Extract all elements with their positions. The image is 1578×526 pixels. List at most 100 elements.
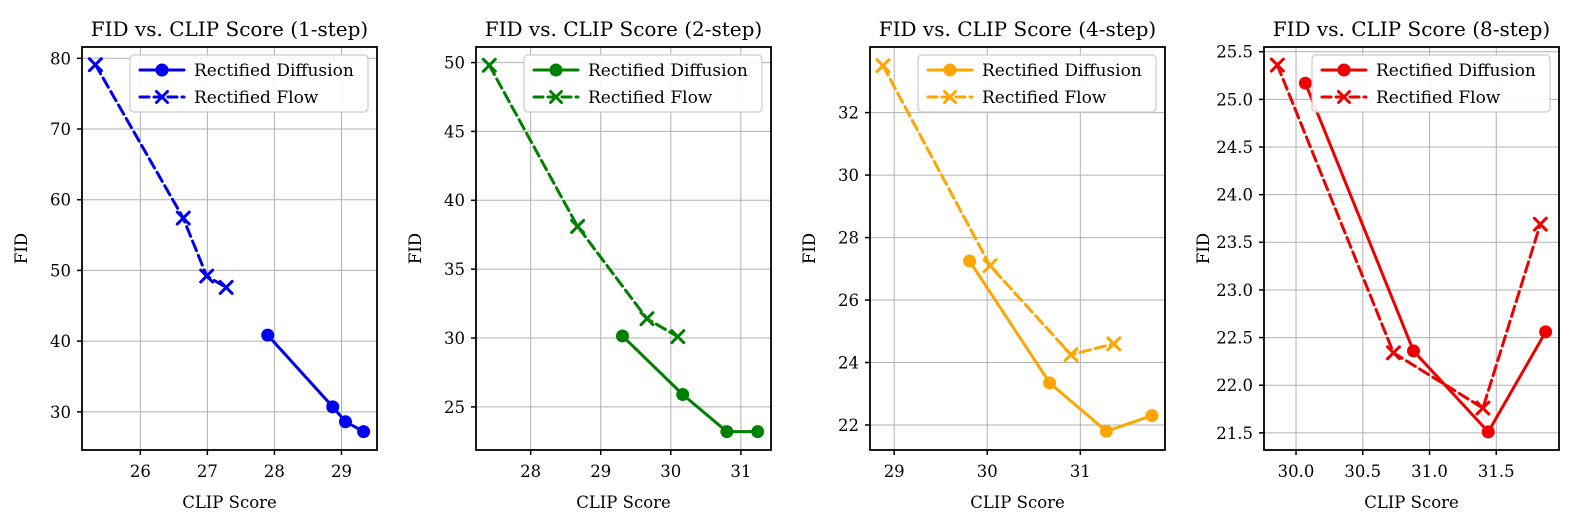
x-marker-stroke: [1063, 347, 1079, 363]
x-tick-label: 29: [590, 462, 611, 481]
data-point-marker-circle: [1407, 344, 1421, 358]
series-rectified-diffusion: [1298, 76, 1553, 439]
x-marker-stroke: [175, 210, 191, 226]
x-tick-label: 28: [264, 462, 285, 481]
x-marker-stroke: [982, 258, 998, 274]
data-point-marker-x: [1106, 336, 1122, 352]
y-tick-label: 23.5: [1216, 233, 1253, 252]
x-tick-label: 28: [520, 462, 541, 481]
x-axis-label: CLIP Score: [576, 493, 671, 512]
y-tick-label: 24.0: [1216, 186, 1253, 205]
data-point-marker-x: [218, 279, 234, 295]
legend-swatch-marker-circle: [1337, 63, 1351, 77]
plot-spines: [1263, 46, 1560, 451]
legend-swatch-marker-x: [155, 90, 169, 104]
x-marker-stroke: [199, 268, 215, 284]
y-tick-label: 50: [444, 54, 465, 73]
x-marker-stroke: [1475, 400, 1491, 416]
data-point-marker-x: [875, 58, 891, 74]
chart-title: FID vs. CLIP Score (8-step): [1273, 17, 1550, 41]
x-tick-label: 31: [1070, 462, 1091, 481]
x-tick-label: 30.5: [1344, 462, 1381, 481]
y-tick-label: 23.0: [1216, 281, 1253, 300]
ticks: 26 27 28 29 30 40 50 60 70 80: [50, 49, 352, 481]
data-point-marker-x: [639, 311, 655, 327]
y-tick-label: 30: [444, 329, 465, 348]
y-tick-label: 30: [838, 166, 859, 185]
series-line-rectified-diffusion: [266, 333, 366, 434]
chart-fid-clip-4-step: 29 30 31 22 24 26 28 30 32 FID vs. CLIP Score (4-…: [800, 17, 1166, 512]
legend-swatch-marker-circle: [549, 63, 563, 77]
series-line-rectified-flow: [1275, 63, 1542, 411]
chart-fid-clip-2-step: 28 29 30 31 25 30 35 40 45 50 FID vs. CLIP Score (…: [406, 17, 772, 512]
series-rectified-diffusion: [615, 329, 765, 439]
y-tick-label: 40: [444, 191, 465, 210]
series-rectified-flow: [875, 58, 1122, 363]
data-point-marker-circle: [1145, 409, 1159, 423]
legend-box: [129, 54, 369, 113]
y-axis-label: FID: [1194, 233, 1213, 264]
y-tick-label: 45: [444, 122, 465, 141]
legend: Rectified Diffusion Rectified Flow: [129, 54, 369, 113]
x-marker-stroke: [670, 329, 686, 345]
data-point-marker-x: [982, 258, 998, 274]
x-marker-stroke: [481, 57, 497, 73]
y-tick-label: 32: [838, 104, 859, 123]
x-marker-stroke: [875, 58, 891, 74]
legend-label-rectified-flow: Rectified Flow: [982, 88, 1107, 108]
ticks: 28 29 30 31 25 30 35 40 45 50: [444, 54, 751, 481]
x-marker-stroke: [570, 218, 586, 234]
series-line-rectified-diffusion: [968, 259, 1154, 433]
chart-fid-clip-8-step: 30.0 30.5 31.0 31.5 21.5 22.0 22.5 23.0 23.5 24.0…: [1194, 17, 1560, 512]
legend: Rectified Diffusion Rectified Flow: [523, 54, 763, 113]
y-tick-label: 22.0: [1216, 376, 1253, 395]
data-point-marker-circle: [1298, 76, 1312, 90]
series-line-rectified-flow: [93, 63, 228, 289]
data-point-marker-circle: [338, 415, 352, 429]
data-point-marker-circle: [357, 425, 371, 439]
x-tick-label: 30.0: [1278, 462, 1315, 481]
y-tick-label: 70: [50, 120, 71, 139]
series-rectified-flow: [87, 57, 234, 295]
data-point-marker-x: [1475, 400, 1491, 416]
legend: Rectified Diffusion Rectified Flow: [917, 54, 1157, 113]
y-axis-label: FID: [800, 233, 819, 264]
legend-swatch-marker-x: [1337, 90, 1351, 104]
data-point-marker-circle: [1539, 325, 1553, 339]
y-tick-label: 26: [838, 291, 859, 310]
y-axis-label: FID: [406, 233, 425, 264]
data-point-marker-x: [670, 329, 686, 345]
x-tick-label: 31.0: [1411, 462, 1448, 481]
x-marker-stroke: [1337, 90, 1351, 104]
legend-label-rectified-diffusion: Rectified Diffusion: [982, 61, 1142, 81]
chart-title: FID vs. CLIP Score (4-step): [879, 17, 1156, 41]
y-tick-label: 60: [50, 191, 71, 210]
y-axis-label: FID: [12, 233, 31, 264]
series-line-rectified-flow: [881, 64, 1116, 357]
plot-spines: [81, 46, 378, 451]
legend-swatch-marker-circle: [155, 63, 169, 77]
x-tick-label: 31.5: [1478, 462, 1515, 481]
data-point-marker-x: [1063, 347, 1079, 363]
x-axis-label: CLIP Score: [970, 493, 1065, 512]
y-tick-label: 30: [50, 403, 71, 422]
chart-fid-clip-1-step: 26 27 28 29 30 40 50 60 70 80 FID vs. CLIP Score (…: [12, 17, 378, 512]
y-tick-label: 25.5: [1216, 43, 1253, 62]
data-point-marker-circle: [1043, 376, 1057, 390]
y-tick-label: 24: [838, 353, 859, 372]
x-axis-label: CLIP Score: [182, 493, 277, 512]
plot-spines: [475, 46, 772, 451]
x-tick-label: 27: [197, 462, 218, 481]
legend-box: [523, 54, 763, 113]
x-marker-stroke: [639, 311, 655, 327]
data-point-marker-circle: [676, 387, 690, 401]
data-point-marker-x: [199, 268, 215, 284]
x-marker-stroke: [1532, 216, 1548, 232]
legend-box: [917, 54, 1157, 113]
y-tick-label: 50: [50, 261, 71, 280]
legend: Rectified Diffusion Rectified Flow: [1311, 54, 1551, 113]
legend-box: [1311, 54, 1551, 113]
series-line-rectified-diffusion: [1303, 81, 1548, 435]
legend-swatch-marker-circle: [943, 63, 957, 77]
